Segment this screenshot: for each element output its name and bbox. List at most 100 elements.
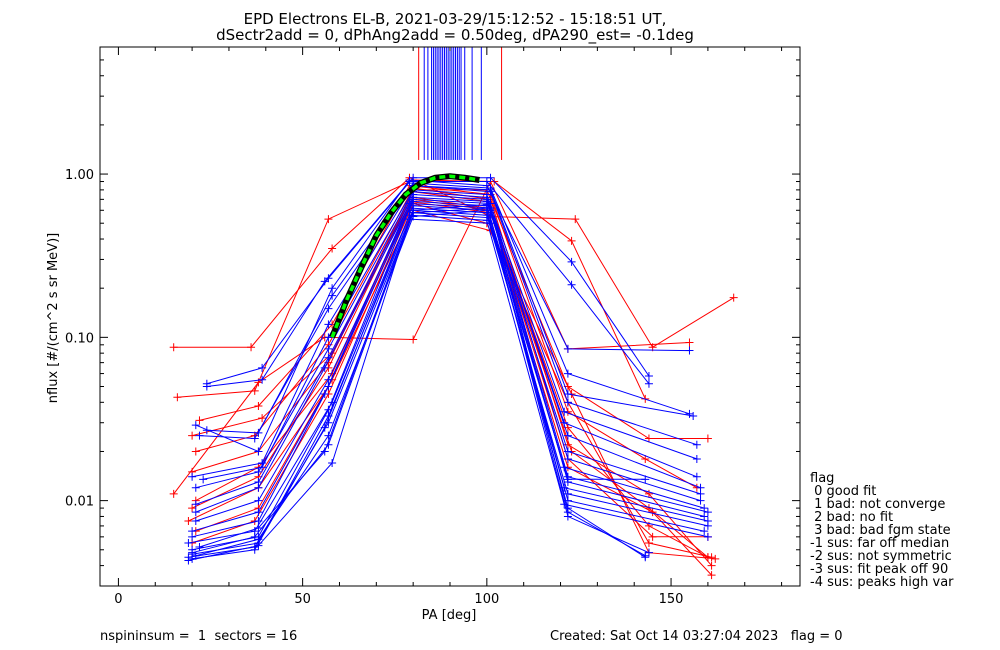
blue-data-point [685, 346, 694, 355]
blue-data-point [324, 320, 333, 329]
y-tick-label: 0.10 [65, 331, 94, 346]
blue-data-point [696, 489, 705, 498]
blue-data-point [184, 539, 193, 548]
red-data-point [195, 416, 204, 425]
x-tick-label: 50 [294, 592, 311, 607]
blue-series-line [192, 207, 709, 551]
blue-data-point [254, 467, 263, 476]
blue-data-point [324, 304, 333, 313]
red-series-line [195, 209, 716, 560]
legend-item: -2 sus: not symmetric [810, 549, 952, 564]
blue-data-point [703, 508, 712, 517]
blue-series-line [192, 185, 697, 478]
red-data-point [711, 554, 720, 563]
blue-data-point [563, 431, 572, 440]
blue-data-point [644, 371, 653, 380]
blue-data-point [199, 475, 208, 484]
x-axis-label: PA [deg] [422, 608, 477, 623]
flag-legend: flag 0 good fit 1 bad: not converge 2 ba… [810, 471, 954, 590]
blue-data-point [320, 423, 329, 432]
red-data-point [328, 244, 337, 253]
blue-data-point [692, 454, 701, 463]
blue-data-point [486, 173, 495, 182]
blue-data-point [254, 483, 263, 492]
legend-item: 3 bad: bad fgm state [810, 523, 951, 538]
legend-item: -4 sus: peaks high var [810, 575, 954, 590]
blue-data-point [250, 434, 259, 443]
x-tick-label: 150 [659, 592, 684, 607]
blue-data-point [258, 375, 267, 384]
red-data-point [169, 489, 178, 498]
red-data-point [188, 431, 197, 440]
blue-data-point [560, 407, 569, 416]
blue-data-point [188, 548, 197, 557]
blue-data-point [563, 475, 572, 484]
footer-left: nspininsum = 1 sectors = 16 [100, 629, 297, 644]
red-data-point [685, 338, 694, 347]
blue-data-point [254, 447, 263, 456]
blue-data-point [254, 496, 263, 505]
blue-data-point [563, 398, 572, 407]
legend-item: 0 good fit [810, 484, 876, 499]
y-axis-label: nflux [#/(cm^2 s sr MeV)] [46, 233, 61, 403]
red-data-point [567, 236, 576, 245]
red-data-point [703, 434, 712, 443]
blue-data-point [703, 521, 712, 530]
red-data-point [644, 489, 653, 498]
red-data-point [191, 447, 200, 456]
blue-data-point [191, 508, 200, 517]
red-data-point [729, 293, 738, 302]
blue-data-point [191, 500, 200, 509]
legend-item: 2 bad: no fit [810, 510, 893, 525]
blue-data-point [254, 523, 263, 532]
blue-data-point [250, 545, 259, 554]
legend-title: flag [810, 471, 834, 486]
red-data-point [169, 343, 178, 352]
blue-data-point [567, 280, 576, 289]
blue-data-point [324, 418, 333, 427]
legend-item: 1 bad: not converge [810, 497, 945, 512]
red-data-point [409, 335, 418, 344]
red-data-point [707, 571, 716, 580]
blue-data-point [692, 440, 701, 449]
blue-data-point [563, 512, 572, 521]
blue-data-point [644, 548, 653, 557]
blue-data-point [320, 389, 329, 398]
blue-data-point [685, 409, 694, 418]
red-series-line [195, 187, 712, 566]
red-data-point [707, 561, 716, 570]
blue-data-point [191, 483, 200, 492]
blue-data-point [700, 512, 709, 521]
blue-data-point [641, 475, 650, 484]
red-data-point [254, 401, 263, 410]
blue-series-line [195, 198, 701, 522]
blue-data-point [191, 517, 200, 526]
blue-data-point [563, 369, 572, 378]
blue-series-line [195, 191, 697, 489]
blue-data-point [195, 431, 204, 440]
blue-series-line [195, 209, 646, 558]
blue-data-point [195, 542, 204, 551]
blue-data-point [328, 284, 337, 293]
red-data-point [173, 393, 182, 402]
blue-data-point [184, 556, 193, 565]
blue-data-point [328, 291, 337, 300]
blue-data-point [563, 344, 572, 353]
blue-data-point [258, 363, 267, 372]
red-data-point [247, 343, 256, 352]
blue-data-point [188, 472, 197, 481]
blue-data-point [563, 489, 572, 498]
blue-data-point [692, 472, 701, 481]
blue-data-point [324, 333, 333, 342]
red-data-point [324, 215, 333, 224]
blue-data-point [563, 454, 572, 463]
x-tick-label: 0 [114, 592, 122, 607]
y-tick-label: 1.00 [65, 168, 94, 183]
legend-item: -1 sus: far off median [810, 536, 949, 551]
blue-series-line [199, 185, 694, 440]
red-data-point [707, 553, 716, 562]
footer-right: Created: Sat Oct 14 03:27:04 2023 flag =… [550, 629, 843, 644]
blue-series-line [206, 177, 650, 385]
red-series-line [191, 189, 708, 439]
